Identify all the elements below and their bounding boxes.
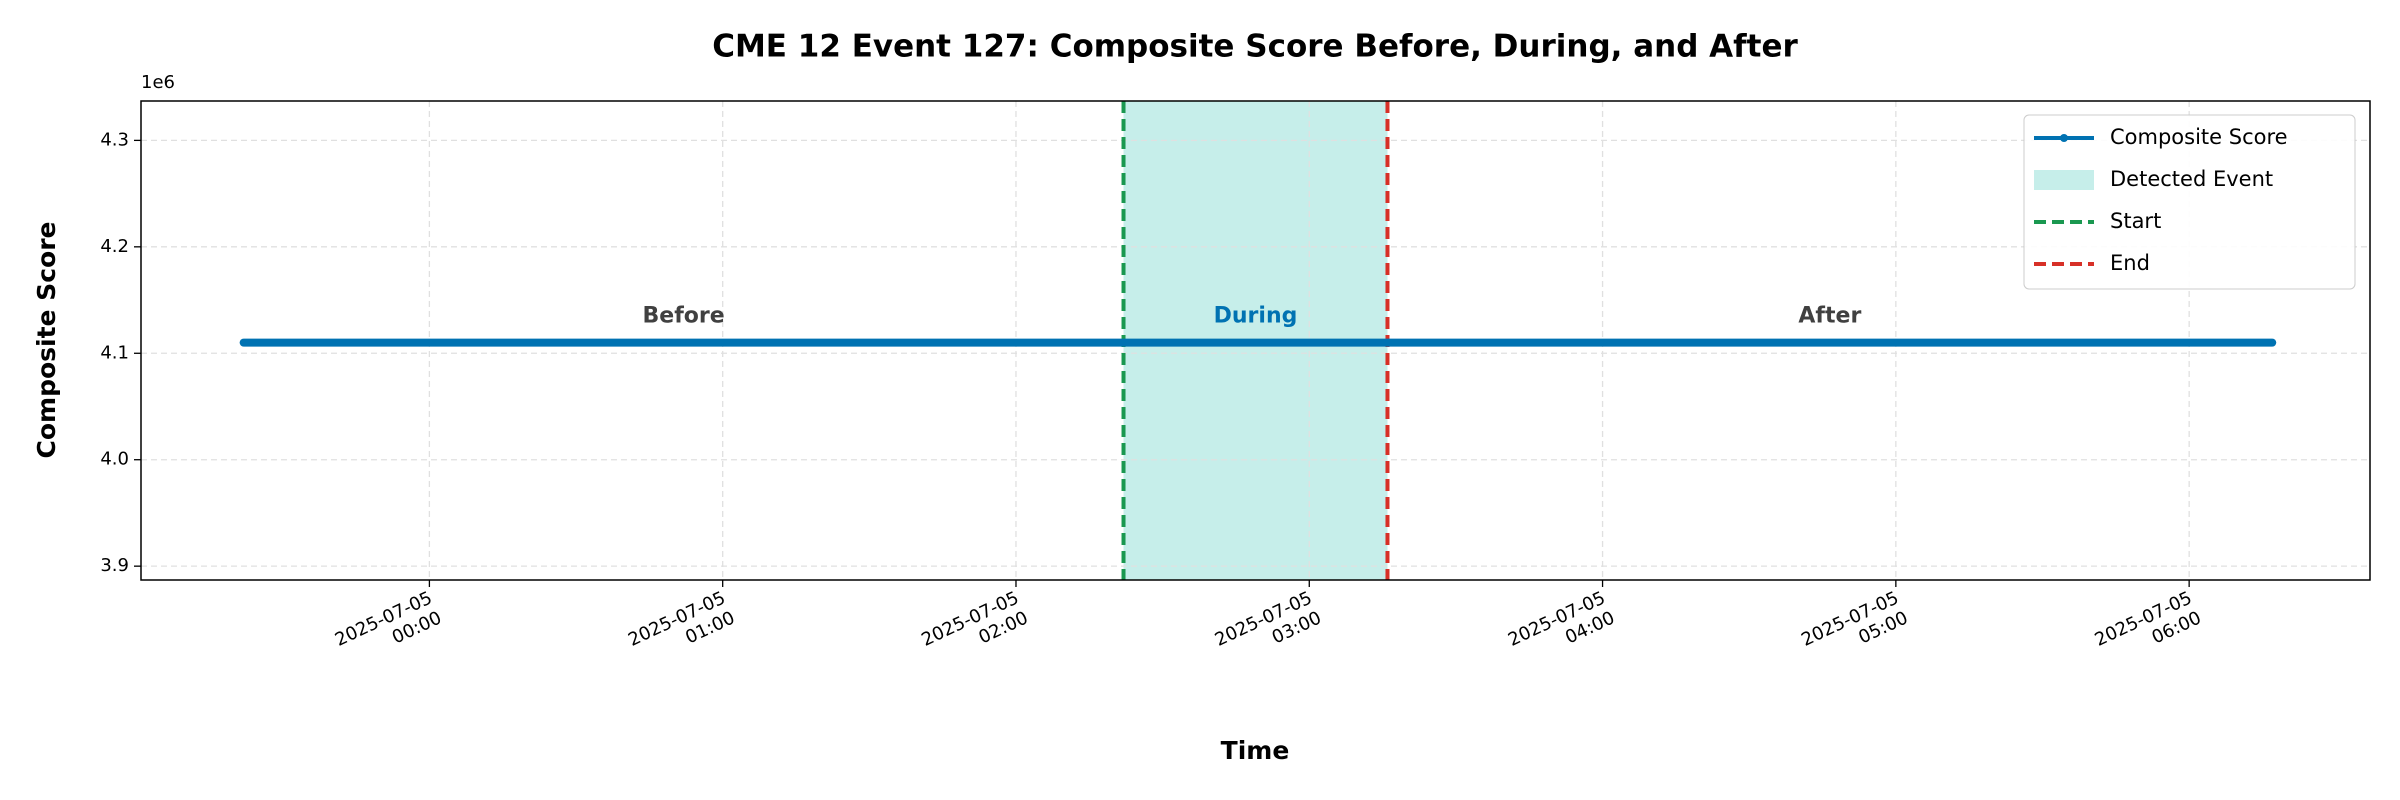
y-tick-label: 4.1 xyxy=(100,342,129,363)
y-tick-label: 3.9 xyxy=(100,555,129,576)
x-tick-label: 2025-07-0504:00 xyxy=(1505,587,1618,670)
plot-frame xyxy=(140,100,2371,581)
x-tick-label: 2025-07-0500:00 xyxy=(332,587,445,670)
legend-swatch xyxy=(2060,134,2068,142)
y-tick-label: 4.2 xyxy=(100,236,129,257)
y-axis-label: Composite Score xyxy=(32,222,61,459)
x-tick-label: 2025-07-0506:00 xyxy=(2092,587,2205,670)
y-tick-label: 4.0 xyxy=(100,449,129,470)
annotation: During xyxy=(1214,304,1298,329)
legend-swatch xyxy=(2034,170,2094,190)
x-axis-label: Time xyxy=(1221,736,1290,765)
annotation: After xyxy=(1798,304,1861,329)
legend-label: End xyxy=(2110,251,2150,275)
legend-box xyxy=(2023,114,2356,290)
x-tick-label: 2025-07-0503:00 xyxy=(1212,587,1325,670)
chart-title: CME 12 Event 127: Composite Score Before… xyxy=(712,29,1798,65)
legend-label: Start xyxy=(2110,209,2161,233)
x-tick-label: 2025-07-0501:00 xyxy=(625,587,738,670)
y-tick-label: 4.3 xyxy=(100,129,129,150)
legend-label: Composite Score xyxy=(2110,125,2288,149)
x-tick-label: 2025-07-0502:00 xyxy=(918,587,1031,670)
legend-label: Detected Event xyxy=(2110,167,2273,191)
annotation: Before xyxy=(643,304,725,329)
x-tick-label: 2025-07-0505:00 xyxy=(1798,587,1911,670)
y-offset-label: 1e6 xyxy=(141,72,175,93)
